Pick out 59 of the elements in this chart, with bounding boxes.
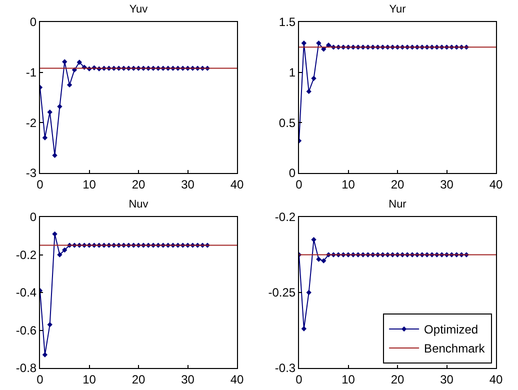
y-tick-label: -0.2: [274, 210, 296, 224]
x-tick-label: 20: [390, 372, 404, 386]
point: [52, 231, 58, 237]
x-tick-label: 20: [390, 177, 404, 192]
x-tick-label: 40: [489, 372, 503, 386]
point: [52, 152, 58, 158]
y-tick-label: 1: [288, 66, 296, 80]
y-tick-label: 0: [30, 15, 37, 30]
x-tick-label: 10: [82, 177, 96, 192]
point: [47, 322, 52, 328]
y-tick-label: -0.3: [274, 361, 296, 376]
point: [316, 256, 322, 262]
x-tick-label: 20: [132, 177, 146, 192]
point: [301, 326, 307, 332]
point: [62, 247, 68, 253]
y-tick-label: -1: [26, 66, 37, 80]
chart-title: Nuv: [128, 198, 149, 211]
x-tick-label: 10: [342, 177, 356, 192]
point: [311, 76, 316, 81]
y-tick-label: -3: [26, 166, 37, 180]
point: [316, 40, 322, 46]
x-tick-label: 40: [489, 177, 503, 192]
point: [62, 59, 68, 64]
point: [301, 40, 307, 46]
legend-label: Benchmark: [424, 342, 486, 356]
point: [57, 252, 62, 258]
y-tick-label: 0.5: [278, 116, 296, 130]
chart-title: Yuv: [129, 4, 148, 16]
y-tick-label: 1.5: [278, 15, 296, 30]
point: [321, 46, 326, 52]
y-tick-label: -0.6: [16, 323, 37, 338]
x-tick-label: 30: [440, 177, 454, 192]
x-tick-label: 40: [230, 372, 244, 386]
point: [306, 290, 312, 296]
y-tick-label: 0: [30, 210, 37, 224]
point: [76, 60, 82, 65]
x-tick-label: 30: [181, 372, 195, 386]
y-tick-label: -0.4: [16, 286, 37, 300]
point: [321, 258, 326, 264]
y-tick-label: -2: [26, 116, 37, 130]
point: [57, 104, 62, 110]
point: [311, 237, 316, 242]
x-tick-label: 20: [132, 372, 146, 386]
x-tick-label: 30: [440, 372, 454, 386]
point: [42, 352, 48, 358]
x-tick-label: 30: [181, 177, 195, 192]
y-tick-label: 0: [288, 166, 296, 180]
y-tick-label: -0.2: [16, 248, 37, 262]
point: [66, 82, 72, 88]
legend-label: Optimized: [424, 322, 478, 337]
point: [42, 135, 48, 140]
x-tick-label: 10: [342, 372, 356, 386]
chart-title: Yur: [389, 4, 406, 16]
chart-title: Nur: [388, 198, 407, 211]
x-tick-label: 10: [82, 372, 96, 386]
y-tick-label: -0.8: [16, 361, 37, 376]
y-tick-label: -0.25: [268, 286, 296, 300]
x-tick-label: 40: [230, 177, 244, 192]
point: [306, 88, 312, 94]
